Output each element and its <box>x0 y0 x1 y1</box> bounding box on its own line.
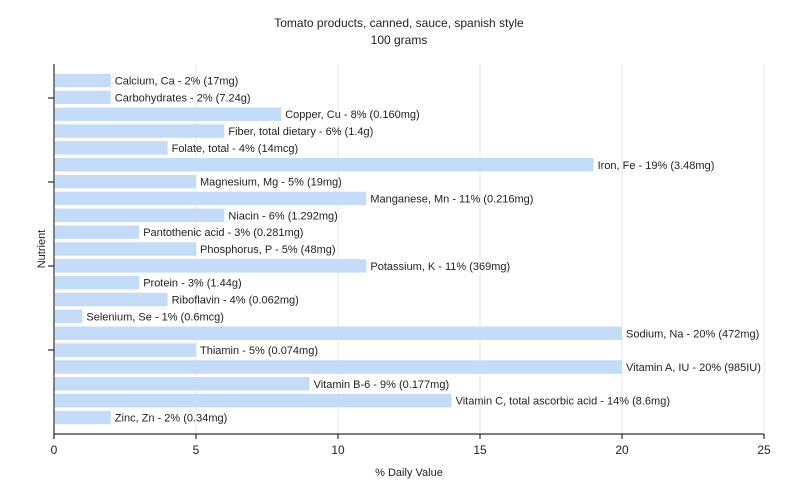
bar-label-7: Manganese, Mn - 11% (0.216mg) <box>370 193 533 205</box>
bar-20 <box>55 410 111 425</box>
bars <box>55 73 622 425</box>
x-tick-label-3: 15 <box>473 443 487 457</box>
bar-11 <box>55 259 367 273</box>
x-axis-ticks: 0 5 10 15 20 25 <box>51 434 771 457</box>
bar-label-15: Sodium, Na - 20% (472mg) <box>626 328 759 340</box>
x-tick-label-2: 10 <box>331 443 345 457</box>
x-tick-label-4: 20 <box>615 443 629 457</box>
bar-label-8: Niacin - 6% (1.292mg) <box>228 210 337 222</box>
bar-7 <box>55 191 367 206</box>
bar-19 <box>55 393 452 408</box>
bar-label-3: Fiber, total dietary - 6% (1.4g) <box>228 126 373 138</box>
bar-label-18: Vitamin B-6 - 9% (0.177mg) <box>314 379 450 391</box>
bar-labels: Calcium, Ca - 2% (17mg) Carbohydrates - 2… <box>86 76 761 425</box>
bar-15 <box>55 326 622 340</box>
bar-label-10: Phosphorus, P - 5% (48mg) <box>200 244 336 256</box>
bar-16 <box>55 343 196 357</box>
bar-label-11: Potassium, K - 11% (369mg) <box>370 261 510 273</box>
bar-6 <box>55 174 196 189</box>
bar-13 <box>55 292 168 307</box>
chart-title: Tomato products, canned, sauce, spanish … <box>274 16 524 30</box>
bar-label-19: Vitamin C, total ascorbic acid - 14% (8.… <box>456 396 670 408</box>
bar-label-16: Thiamin - 5% (0.074mg) <box>200 345 318 357</box>
bar-0 <box>55 73 111 88</box>
bar-2 <box>55 107 282 121</box>
bar-label-20: Zinc, Zn - 2% (0.34mg) <box>115 413 227 425</box>
bar-1 <box>55 90 111 105</box>
bar-14 <box>55 309 83 324</box>
bar-label-1: Carbohydrates - 2% (7.24g) <box>115 92 251 104</box>
bar-5 <box>55 158 594 172</box>
bar-12 <box>55 275 140 290</box>
bar-label-4: Folate, total - 4% (14mcg) <box>172 143 299 155</box>
chart-subtitle: 100 grams <box>371 33 428 47</box>
x-tick-label-1: 5 <box>193 443 200 457</box>
bar-label-2: Copper, Cu - 8% (0.160mg) <box>285 109 420 121</box>
bar-label-9: Pantothenic acid - 3% (0.281mg) <box>143 227 303 239</box>
y-axis-ticks <box>48 97 54 351</box>
bar-label-17: Vitamin A, IU - 20% (985IU) <box>626 362 761 374</box>
bar-label-12: Protein - 3% (1.44g) <box>143 278 241 290</box>
x-tick-label-0: 0 <box>51 443 58 457</box>
bar-17 <box>55 360 622 374</box>
bar-label-0: Calcium, Ca - 2% (17mg) <box>115 76 238 88</box>
bar-8 <box>55 208 225 223</box>
bar-4 <box>55 141 168 155</box>
bar-label-6: Magnesium, Mg - 5% (19mg) <box>200 177 342 189</box>
bar-3 <box>55 124 225 138</box>
bar-9 <box>55 225 140 239</box>
bar-label-13: Riboflavin - 4% (0.062mg) <box>172 295 299 307</box>
bar-label-14: Selenium, Se - 1% (0.6mcg) <box>86 311 224 323</box>
bar-18 <box>55 377 310 391</box>
x-axis-label: % Daily Value <box>375 467 443 479</box>
bar-label-5: Iron, Fe - 19% (3.48mg) <box>598 160 715 172</box>
y-axis-label: Nutrient <box>36 230 48 269</box>
bar-10 <box>55 242 196 256</box>
x-tick-label-5: 25 <box>757 443 771 457</box>
